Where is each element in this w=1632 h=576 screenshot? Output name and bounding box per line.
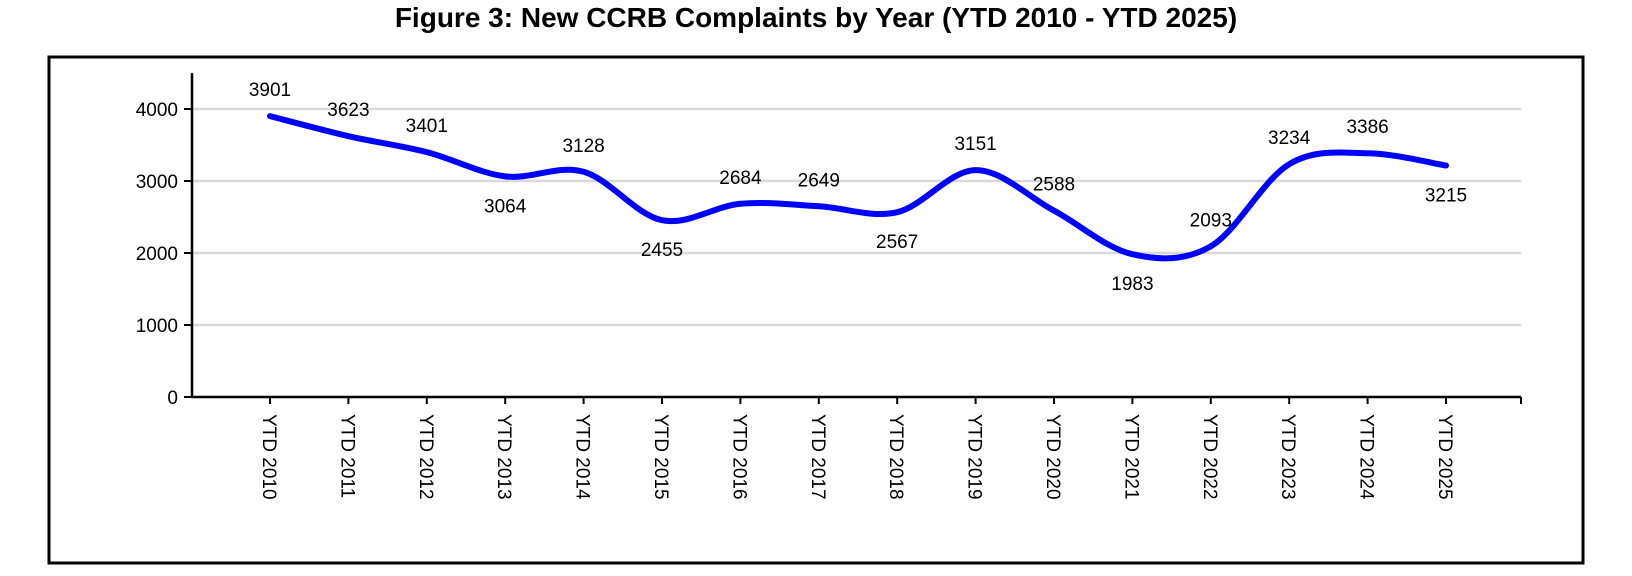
x-tick-label: YTD 2010 <box>258 414 279 500</box>
data-label: 3128 <box>562 136 604 157</box>
chart-frame <box>47 55 1585 565</box>
x-tick-label: YTD 2023 <box>1277 414 1298 500</box>
y-tick-label: 0 <box>167 388 178 409</box>
x-tick-label: YTD 2016 <box>728 414 749 500</box>
data-label: 2684 <box>719 168 762 189</box>
x-tick-label: YTD 2022 <box>1199 414 1220 500</box>
data-label: 2588 <box>1033 175 1075 196</box>
data-label: 2649 <box>798 170 840 191</box>
data-label: 2093 <box>1190 210 1232 231</box>
x-tick-label: YTD 2020 <box>1042 414 1063 500</box>
data-label: 3901 <box>249 80 291 101</box>
x-tick-label: YTD 2018 <box>885 414 906 500</box>
x-tick-label: YTD 2012 <box>415 414 436 500</box>
y-tick-label: 3000 <box>136 172 178 193</box>
data-label: 2567 <box>876 232 918 253</box>
y-axis-ticks: 0 1000 2000 3000 4000 <box>136 100 192 409</box>
data-label: 3401 <box>406 116 448 137</box>
x-axis-ticks: YTD 2010 YTD 2011 YTD 2012 YTD 2013 YTD 2014… <box>258 397 1522 500</box>
data-label: 3386 <box>1346 117 1388 138</box>
x-tick-label: YTD 2024 <box>1356 414 1377 500</box>
x-tick-label: YTD 2017 <box>807 414 828 500</box>
x-tick-label: YTD 2013 <box>493 414 514 500</box>
axes <box>190 73 1521 399</box>
x-tick-label: YTD 2014 <box>572 414 593 500</box>
x-tick-label: YTD 2011 <box>336 414 357 498</box>
y-tick-label: 1000 <box>136 316 178 337</box>
data-label: 2455 <box>641 240 683 261</box>
data-label: 3064 <box>484 196 527 217</box>
y-tick-label: 4000 <box>136 100 178 121</box>
data-label: 3215 <box>1425 186 1467 207</box>
data-label: 1983 <box>1111 274 1153 295</box>
x-tick-label: YTD 2025 <box>1434 414 1455 500</box>
data-label: 3234 <box>1268 128 1311 149</box>
chart-title: Figure 3: New CCRB Complaints by Year (Y… <box>394 2 1238 33</box>
data-label: 3623 <box>327 100 369 121</box>
gridlines <box>192 107 1521 327</box>
series-line <box>267 113 1449 262</box>
x-tick-label: YTD 2019 <box>964 414 985 500</box>
data-label: 3151 <box>954 134 996 155</box>
y-tick-label: 2000 <box>136 244 178 265</box>
x-tick-label: YTD 2015 <box>650 414 671 500</box>
data-labels: 3901 3623 3401 3064 3128 2455 2684 2649 2567 3151… <box>249 80 1467 295</box>
x-tick-label: YTD 2021 <box>1120 414 1141 500</box>
